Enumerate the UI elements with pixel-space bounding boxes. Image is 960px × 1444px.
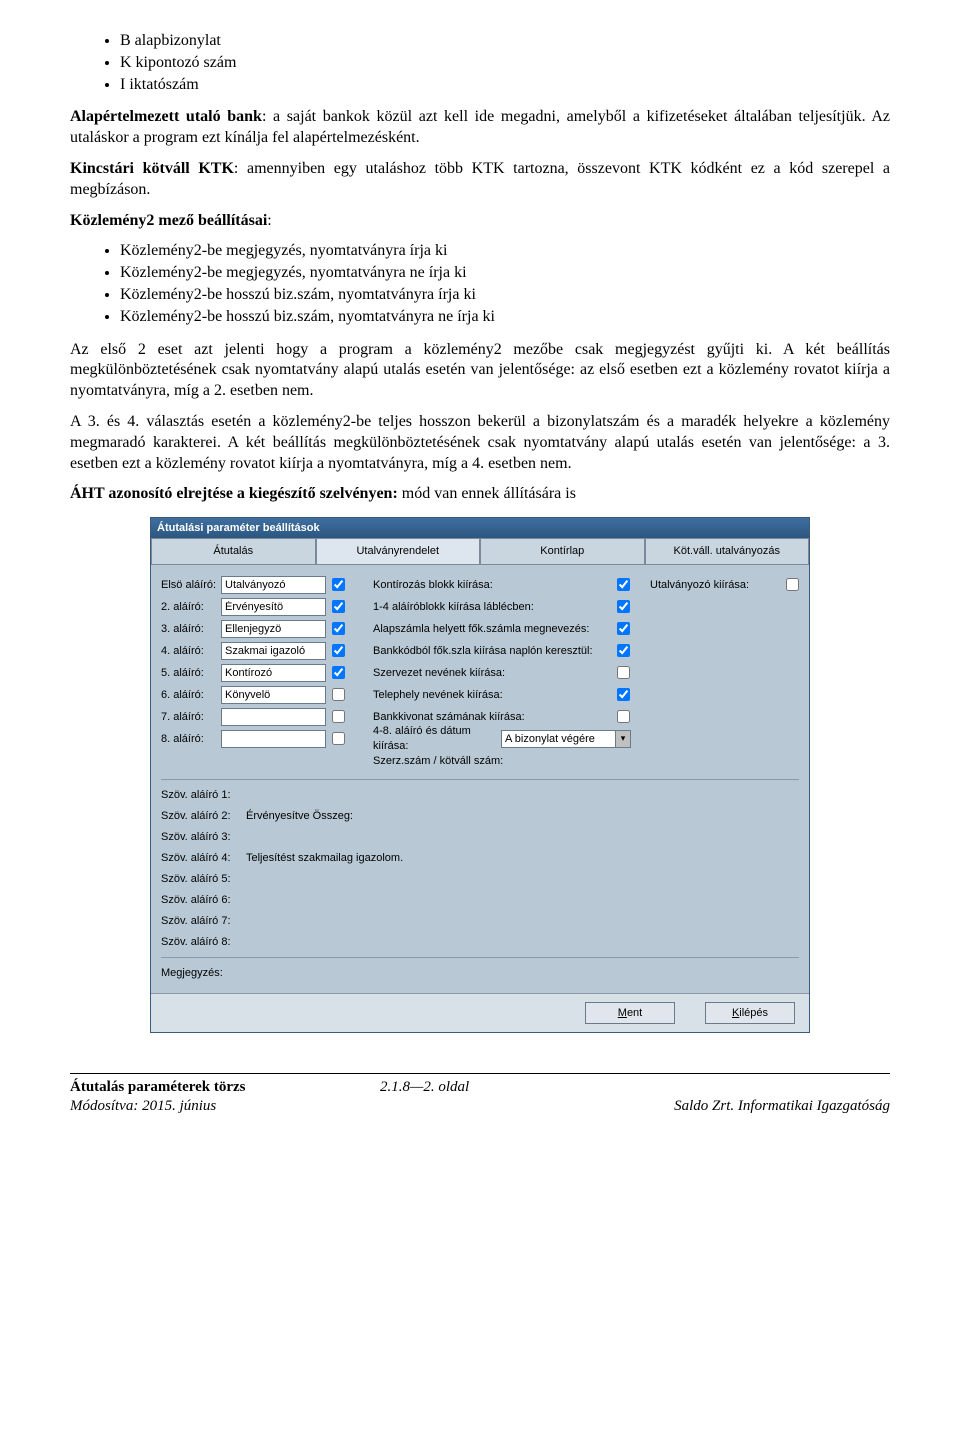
szov-4-text: Teljesítést szakmailag igazolom. [246, 851, 403, 865]
tab-kotvall[interactable]: Köt.váll. utalványozás [645, 538, 810, 563]
list-item: Közlemény2-be megjegyzés, nyomtatványra … [120, 263, 890, 284]
options-column: Kontírozás blokk kiírása: 1-4 aláíróblok… [373, 573, 638, 773]
footer-org: Saldo Zrt. Informatikai Igazgatóság [580, 1097, 890, 1117]
footer-date: Módosítva: 2015. június [70, 1097, 380, 1117]
opt-alapszamla-checkbox[interactable] [617, 622, 630, 635]
list-item: Közlemény2-be hosszú biz.szám, nyomtatvá… [120, 307, 890, 328]
list-item: I iktatószám [120, 75, 890, 96]
separator [161, 957, 799, 958]
label: 6. aláíró: [161, 688, 221, 702]
right-column: Utalványozó kiírása: [650, 573, 799, 773]
label: 4. aláíró: [161, 644, 221, 658]
label-aht: ÁHT azonosító elrejtése a kiegészítő sze… [70, 485, 398, 502]
signer-4-input[interactable] [221, 642, 326, 660]
signer-1-input[interactable] [221, 576, 326, 594]
opt-utalvanyozo-checkbox[interactable] [786, 578, 799, 591]
signer-8-input[interactable] [221, 730, 326, 748]
label: 8. aláíró: [161, 732, 221, 746]
date-position-dropdown[interactable]: A bizonylat végére ▾ [501, 730, 631, 748]
label: Alapszámla helyett fők.számla megnevezés… [373, 622, 611, 636]
label: Kontírozás blokk kiírása: [373, 578, 611, 592]
opt-bankkodbol-checkbox[interactable] [617, 644, 630, 657]
paragraph-kozlemeny-label: Közlemény2 mező beállításai: [70, 211, 890, 232]
opt-kontirozas-checkbox[interactable] [617, 578, 630, 591]
footer-page: 2.1.8—2. oldal [380, 1078, 580, 1098]
tab-utalvanyrendelet[interactable]: Utalványrendelet [316, 538, 481, 563]
label: Bankkódból fők.szla kiírása naplón keres… [373, 644, 611, 658]
page-footer: Átutalás paraméterek törzs Módosítva: 20… [70, 1073, 890, 1117]
signer-2-input[interactable] [221, 598, 326, 616]
signers-column: Elsö aláíró: 2. aláíró: 3. aláíró: 4. al… [161, 573, 361, 773]
label: Bankkivonat számának kiírása: [373, 710, 611, 724]
signer-4-checkbox[interactable] [332, 644, 345, 657]
signer-5-checkbox[interactable] [332, 666, 345, 679]
label-ktk: Kincstári kötváll KTK [70, 160, 234, 177]
signer-7-checkbox[interactable] [332, 710, 345, 723]
footer-title: Átutalás paraméterek törzs [70, 1078, 380, 1098]
tab-bar: Átutalás Utalványrendelet Kontírlap Köt.… [151, 538, 809, 564]
label: Szöv. aláíró 7: [161, 914, 246, 928]
paragraph-aht: ÁHT azonosító elrejtése a kiegészítő sze… [70, 484, 890, 505]
settings-window: Átutalási paraméter beállítások Átutalás… [150, 517, 810, 1033]
top-bullet-list: B alapbizonylat K kipontozó szám I iktat… [120, 31, 890, 95]
list-item: K kipontozó szám [120, 53, 890, 74]
label: Szervezet nevének kiírása: [373, 666, 611, 680]
label: Szöv. aláíró 1: [161, 788, 246, 802]
label: Szerz.szám / kötváll szám: [373, 754, 611, 768]
tab-kontirlap[interactable]: Kontírlap [480, 538, 645, 563]
label: 1-4 aláíróblokk kiírása láblécben: [373, 600, 611, 614]
label: 7. aláíró: [161, 710, 221, 724]
label: Szöv. aláíró 2: [161, 809, 246, 823]
list-item: B alapbizonylat [120, 31, 890, 52]
signer-6-checkbox[interactable] [332, 688, 345, 701]
label: Szöv. aláíró 4: [161, 851, 246, 865]
kozlemeny-bullet-list: Közlemény2-be megjegyzés, nyomtatványra … [120, 241, 890, 327]
szov-block: Szöv. aláíró 1: Szöv. aláíró 2:Érvényesí… [161, 786, 799, 951]
label-megjegyzes: Megjegyzés: [161, 966, 246, 980]
tab-atutalas[interactable]: Átutalás [151, 538, 316, 563]
label: Szöv. aláíró 3: [161, 830, 246, 844]
label: Utalványozó kiírása: [650, 578, 780, 592]
label: Szöv. aláíró 6: [161, 893, 246, 907]
opt-alairoblokk-checkbox[interactable] [617, 600, 630, 613]
label: 2. aláíró: [161, 600, 221, 614]
opt-bankkivonat-checkbox[interactable] [617, 710, 630, 723]
chevron-down-icon[interactable]: ▾ [615, 731, 630, 747]
szov-2-text: Érvényesítve Összeg: [246, 809, 353, 823]
label-kozlemeny: Közlemény2 mező beállításai [70, 212, 267, 229]
paragraph-explain-1: Az első 2 eset azt jelenti hogy a progra… [70, 340, 890, 402]
exit-button[interactable]: Kilépés [705, 1002, 795, 1024]
label: 4-8. aláíró és dátum kiírása: [373, 724, 501, 753]
paragraph-ktk: Kincstári kötváll KTK: amennyiben egy ut… [70, 159, 890, 201]
label: Szöv. aláíró 8: [161, 935, 246, 949]
signer-5-input[interactable] [221, 664, 326, 682]
paragraph-default-bank: Alapértelmezett utaló bank: a saját bank… [70, 107, 890, 149]
signer-7-input[interactable] [221, 708, 326, 726]
label: Elsö aláíró: [161, 578, 221, 592]
window-title: Átutalási paraméter beállítások [151, 518, 809, 538]
label: Telephely nevének kiírása: [373, 688, 611, 702]
signer-3-input[interactable] [221, 620, 326, 638]
label: 5. aláíró: [161, 666, 221, 680]
signer-6-input[interactable] [221, 686, 326, 704]
save-button[interactable]: Ment [585, 1002, 675, 1024]
colon: : [267, 212, 271, 229]
signer-1-checkbox[interactable] [332, 578, 345, 591]
text-aht: mód van ennek állítására is [398, 485, 576, 502]
signer-8-checkbox[interactable] [332, 732, 345, 745]
opt-telephely-checkbox[interactable] [617, 688, 630, 701]
list-item: Közlemény2-be hosszú biz.szám, nyomtatvá… [120, 285, 890, 306]
separator [161, 779, 799, 780]
panel-body: Elsö aláíró: 2. aláíró: 3. aláíró: 4. al… [151, 565, 809, 993]
signer-2-checkbox[interactable] [332, 600, 345, 613]
opt-szervezet-checkbox[interactable] [617, 666, 630, 679]
paragraph-explain-2: A 3. és 4. választás esetén a közlemény2… [70, 412, 890, 474]
label-default-bank: Alapértelmezett utaló bank [70, 108, 262, 125]
button-bar: Ment Kilépés [151, 993, 809, 1032]
label: Szöv. aláíró 5: [161, 872, 246, 886]
signer-3-checkbox[interactable] [332, 622, 345, 635]
dropdown-value: A bizonylat végére [502, 731, 615, 747]
list-item: Közlemény2-be megjegyzés, nyomtatványra … [120, 241, 890, 262]
label: 3. aláíró: [161, 622, 221, 636]
